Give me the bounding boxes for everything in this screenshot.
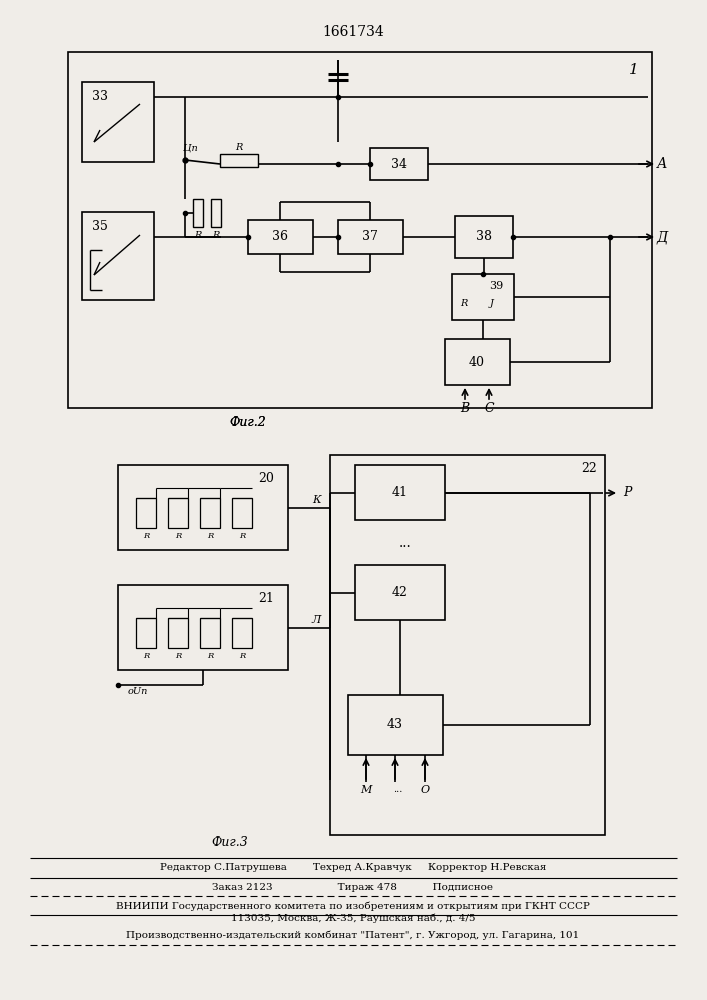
Text: R: R xyxy=(207,652,213,660)
Text: R: R xyxy=(212,231,220,239)
Bar xyxy=(82,82,154,162)
Text: R: R xyxy=(239,532,245,540)
Text: R: R xyxy=(207,532,213,540)
Text: Редактор С.Патрушева        Техред А.Кравчук     Корректор Н.Ревская: Редактор С.Патрушева Техред А.Кравчук Ко… xyxy=(160,863,547,872)
Text: 39: 39 xyxy=(489,281,503,291)
Text: 38: 38 xyxy=(476,230,492,242)
Text: 40: 40 xyxy=(469,356,485,368)
Bar xyxy=(136,618,156,648)
Bar xyxy=(445,339,510,385)
Text: 113035, Москва, Ж-35, Раушская наб., д. 4/5: 113035, Москва, Ж-35, Раушская наб., д. … xyxy=(230,913,475,923)
Text: 22: 22 xyxy=(581,462,597,476)
Text: R: R xyxy=(194,231,201,239)
Text: 21: 21 xyxy=(258,592,274,605)
Bar xyxy=(455,216,513,258)
Text: Д: Д xyxy=(656,230,667,244)
Text: О: О xyxy=(421,785,430,795)
Text: 1: 1 xyxy=(629,63,639,77)
Text: Фиг.2: Фиг.2 xyxy=(230,416,267,430)
Bar xyxy=(211,199,221,227)
Text: Заказ 2123                    Тираж 478           Подписное: Заказ 2123 Тираж 478 Подписное xyxy=(213,882,493,892)
Text: В: В xyxy=(460,401,469,414)
Text: R: R xyxy=(175,652,181,660)
Text: R: R xyxy=(143,652,149,660)
Bar xyxy=(82,212,154,300)
Text: 41: 41 xyxy=(392,487,408,499)
Text: Фиг.2: Фиг.2 xyxy=(230,416,267,428)
Bar xyxy=(118,585,288,670)
Text: Р: Р xyxy=(623,487,631,499)
Text: 33: 33 xyxy=(92,91,108,104)
Text: ...: ... xyxy=(393,786,403,794)
Bar xyxy=(330,455,605,835)
Bar xyxy=(136,498,156,528)
Text: ...: ... xyxy=(399,536,411,550)
Text: А: А xyxy=(657,157,667,171)
Bar xyxy=(232,618,252,648)
Bar xyxy=(232,498,252,528)
Bar xyxy=(220,154,258,167)
Text: Фиг.3: Фиг.3 xyxy=(211,836,248,848)
Text: 43: 43 xyxy=(387,718,403,732)
Bar xyxy=(68,52,652,408)
Text: 34: 34 xyxy=(391,157,407,170)
Bar xyxy=(355,465,445,520)
Text: Цп: Цп xyxy=(182,143,197,152)
Text: R: R xyxy=(175,532,181,540)
Text: Производственно-издательский комбинат "Патент", г. Ужгород, ул. Гагарина, 101: Производственно-издательский комбинат "П… xyxy=(127,930,580,940)
Bar xyxy=(355,565,445,620)
Text: К: К xyxy=(312,495,320,505)
Text: R: R xyxy=(143,532,149,540)
Text: R: R xyxy=(239,652,245,660)
Text: R: R xyxy=(460,300,468,308)
Bar xyxy=(118,465,288,550)
Text: 42: 42 xyxy=(392,586,408,599)
Bar xyxy=(193,199,203,227)
Text: R: R xyxy=(235,142,243,151)
Bar xyxy=(348,695,443,755)
Text: Л: Л xyxy=(311,615,321,625)
Text: 1661734: 1661734 xyxy=(322,25,384,39)
Text: J: J xyxy=(490,300,494,308)
Bar xyxy=(338,220,403,254)
Text: 35: 35 xyxy=(92,220,108,232)
Bar xyxy=(168,618,188,648)
Bar xyxy=(200,498,220,528)
Bar xyxy=(168,498,188,528)
Text: С: С xyxy=(484,401,493,414)
Text: 36: 36 xyxy=(272,230,288,242)
Text: оUп: оUп xyxy=(128,688,148,696)
Bar xyxy=(200,618,220,648)
Bar xyxy=(370,148,428,180)
Bar xyxy=(452,274,514,320)
Bar xyxy=(248,220,313,254)
Text: 37: 37 xyxy=(362,230,378,242)
Text: 20: 20 xyxy=(258,473,274,486)
Text: ВНИИПИ Государственного комитета по изобретениям и открытиям при ГКНТ СССР: ВНИИПИ Государственного комитета по изоб… xyxy=(116,901,590,911)
Text: М: М xyxy=(361,785,372,795)
